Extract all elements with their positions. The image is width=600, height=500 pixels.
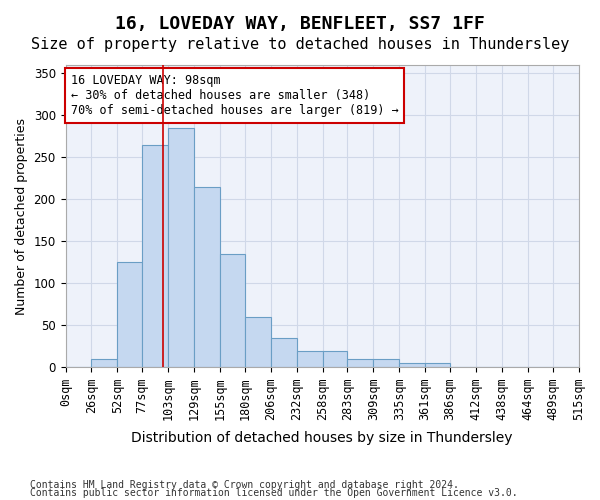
Bar — [194, 187, 220, 368]
Text: Size of property relative to detached houses in Thundersley: Size of property relative to detached ho… — [31, 38, 569, 52]
Y-axis label: Number of detached properties: Number of detached properties — [15, 118, 28, 314]
Bar — [168, 128, 194, 368]
Text: Contains HM Land Registry data © Crown copyright and database right 2024.: Contains HM Land Registry data © Crown c… — [30, 480, 459, 490]
Bar — [323, 350, 347, 368]
Bar — [373, 359, 399, 368]
Bar — [399, 363, 425, 368]
Bar — [118, 262, 142, 368]
Text: Contains public sector information licensed under the Open Government Licence v3: Contains public sector information licen… — [30, 488, 518, 498]
Bar — [91, 359, 118, 368]
Bar — [245, 317, 271, 368]
Bar — [425, 363, 450, 368]
Bar — [347, 359, 373, 368]
Text: 16, LOVEDAY WAY, BENFLEET, SS7 1FF: 16, LOVEDAY WAY, BENFLEET, SS7 1FF — [115, 15, 485, 33]
Bar — [220, 254, 245, 368]
Text: 16 LOVEDAY WAY: 98sqm
← 30% of detached houses are smaller (348)
70% of semi-det: 16 LOVEDAY WAY: 98sqm ← 30% of detached … — [71, 74, 398, 117]
Bar — [142, 145, 168, 368]
Bar — [271, 338, 296, 368]
Bar — [296, 350, 323, 368]
X-axis label: Distribution of detached houses by size in Thundersley: Distribution of detached houses by size … — [131, 431, 513, 445]
